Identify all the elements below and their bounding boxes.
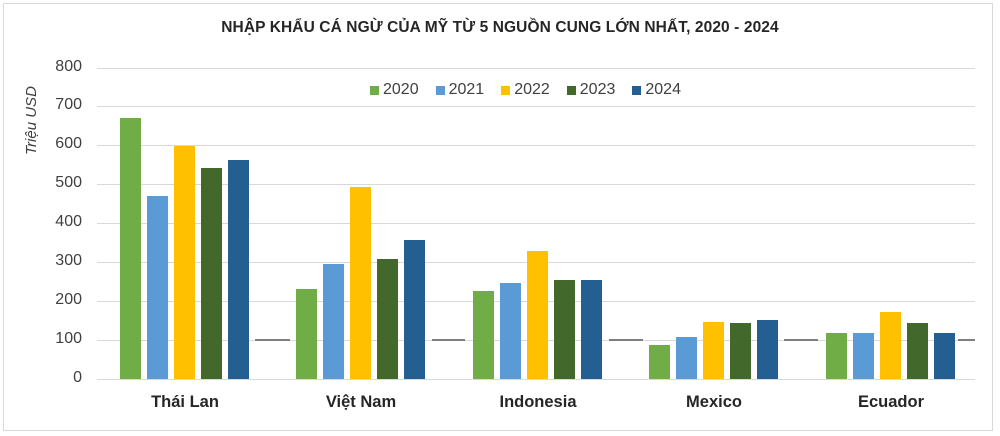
bar-mexico-2021 [676, 336, 697, 379]
gridline-0 [97, 379, 975, 380]
y-tick-label: 500 [55, 174, 82, 191]
legend-label: 2022 [514, 81, 550, 98]
bar-việt-nam-2024 [404, 239, 425, 379]
bar-ecuador-2022 [880, 312, 901, 379]
y-tick-label: 800 [55, 58, 82, 75]
gridline-700 [97, 106, 975, 107]
bar-ecuador-2024 [934, 333, 955, 379]
y-tick-label: 200 [55, 291, 82, 308]
legend-item-2023: 2023 [566, 81, 616, 99]
y-tick-label: 700 [55, 96, 82, 113]
reference-line-100 [432, 339, 465, 341]
reference-line-100 [609, 339, 643, 341]
bar-thái-lan-2021 [147, 196, 168, 379]
legend-swatch-2021 [435, 85, 445, 95]
y-tick-label: 400 [55, 213, 82, 230]
bar-mexico-2020 [649, 345, 670, 379]
legend-swatch-2020 [370, 85, 379, 95]
legend-item-2022: 2022 [501, 81, 550, 99]
gridline-800 [97, 68, 975, 69]
x-label-viet-nam: Việt Nam [325, 393, 397, 411]
bar-thái-lan-2024 [228, 160, 249, 379]
x-label-thai-lan: Thái Lan [151, 393, 219, 411]
bar-thái-lan-2020 [120, 118, 141, 379]
bar-indonesia-2021 [500, 283, 521, 379]
gridline-400 [97, 223, 975, 224]
legend-swatch-2022 [501, 85, 511, 95]
reference-line-100 [255, 339, 290, 341]
legend-label: 2020 [383, 81, 419, 98]
bar-indonesia-2022 [527, 251, 548, 379]
legend-item-2020: 2020 [370, 81, 419, 99]
bar-thái-lan-2022 [174, 145, 195, 379]
bar-ecuador-2023 [907, 322, 928, 379]
x-label-mexico: Mexico [686, 393, 742, 411]
legend: 2020 2021 2022 2023 2024 [370, 81, 698, 99]
bar-indonesia-2023 [554, 280, 575, 379]
y-tick-label: 600 [55, 135, 82, 152]
y-axis-label: Triệu USD [23, 86, 40, 155]
x-label-indonesia: Indonesia [499, 393, 577, 411]
bar-indonesia-2020 [473, 290, 494, 379]
bar-indonesia-2024 [581, 279, 602, 379]
bar-mexico-2024 [757, 320, 778, 379]
bar-việt-nam-2020 [296, 289, 317, 379]
bar-ecuador-2020 [826, 333, 847, 379]
y-tick-label: 0 [73, 369, 82, 386]
reference-line-100 [784, 339, 818, 341]
legend-swatch-2024 [632, 85, 642, 95]
gridline-500 [97, 184, 975, 185]
legend-item-2024: 2024 [632, 81, 681, 99]
legend-label: 2024 [645, 81, 681, 98]
bar-việt-nam-2023 [377, 258, 398, 379]
legend-swatch-2023 [566, 85, 576, 95]
gridline-600 [97, 145, 975, 146]
bar-mexico-2023 [730, 322, 751, 379]
legend-item-2021: 2021 [435, 81, 485, 99]
bar-mexico-2022 [703, 321, 724, 379]
reference-line-100 [958, 339, 975, 341]
legend-label: 2023 [579, 81, 616, 98]
bar-thái-lan-2023 [201, 167, 222, 379]
bar-việt-nam-2022 [350, 187, 371, 379]
bar-ecuador-2021 [853, 333, 874, 379]
chart-frame [3, 3, 993, 431]
y-tick-label: 300 [55, 252, 82, 269]
x-label-ecuador: Ecuador [857, 393, 925, 411]
chart-title: NHẬP KHẨU CÁ NGỪ CỦA MỸ TỪ 5 NGUỒN CUNG … [221, 19, 779, 36]
bar-việt-nam-2021 [323, 263, 344, 379]
legend-label: 2021 [448, 81, 485, 98]
y-tick-label: 100 [55, 330, 82, 347]
